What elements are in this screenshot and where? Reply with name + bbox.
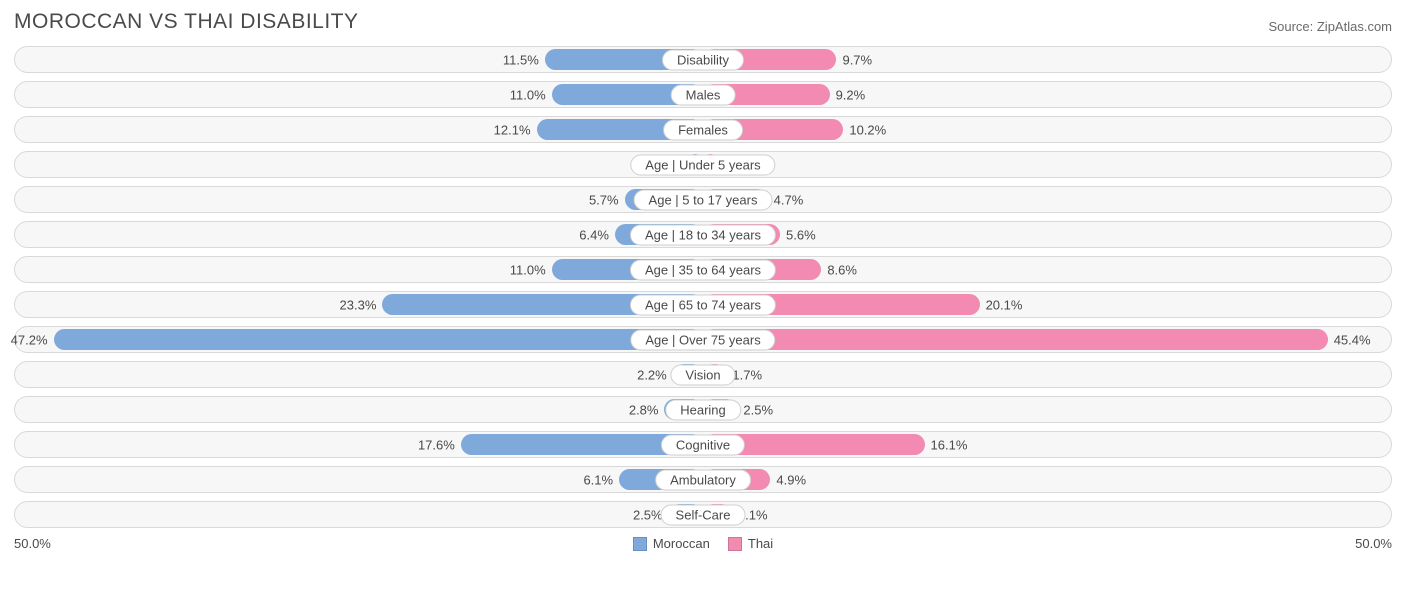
chart-row: 6.1% 4.9% Ambulatory — [14, 466, 1392, 493]
chart-row: 23.3% 20.1% Age | 65 to 74 years — [14, 291, 1392, 318]
category-label: Self-Care — [661, 504, 746, 525]
category-label: Males — [671, 84, 736, 105]
value-label-right: 2.5% — [743, 402, 773, 417]
chart-row: 11.0% 8.6% Age | 35 to 64 years — [14, 256, 1392, 283]
category-label: Age | 35 to 64 years — [630, 259, 776, 280]
value-label-right: 20.1% — [986, 297, 1023, 312]
value-label-left: 2.8% — [629, 402, 659, 417]
value-label-right: 4.9% — [776, 472, 806, 487]
value-label-left: 11.5% — [503, 52, 539, 67]
chart-row: 6.4% 5.6% Age | 18 to 34 years — [14, 221, 1392, 248]
category-label: Ambulatory — [655, 469, 751, 490]
category-label: Cognitive — [661, 434, 745, 455]
category-label: Age | Over 75 years — [630, 329, 775, 350]
value-label-right: 45.4% — [1334, 332, 1371, 347]
bar-left — [54, 329, 703, 350]
chart-row: 2.8% 2.5%Hearing — [14, 396, 1392, 423]
value-label-right: 8.6% — [827, 262, 857, 277]
legend-item-right: Thai — [728, 536, 773, 551]
chart-row: 2.5%2.1%Self-Care — [14, 501, 1392, 528]
value-label-left: 2.2% — [637, 367, 667, 382]
legend-item-left: Moroccan — [633, 536, 710, 551]
axis-max-right: 50.0% — [1332, 536, 1392, 551]
legend-label-left: Moroccan — [653, 536, 710, 551]
value-label-left: 6.1% — [583, 472, 613, 487]
value-label-left: 6.4% — [579, 227, 609, 242]
legend-label-right: Thai — [748, 536, 773, 551]
bar-right — [703, 329, 1328, 350]
value-label-right: 9.7% — [842, 52, 872, 67]
value-label-left: 17.6% — [418, 437, 455, 452]
value-label-left: 5.7% — [589, 192, 619, 207]
chart-row: 47.2% 45.4% Age | Over 75 years — [14, 326, 1392, 353]
chart-row: 12.1% 10.2% Females — [14, 116, 1392, 143]
value-label-right: 5.6% — [786, 227, 816, 242]
value-label-left: 11.0% — [510, 262, 546, 277]
category-label: Disability — [662, 49, 744, 70]
value-label-left: 47.2% — [11, 332, 48, 347]
axis-max-left: 50.0% — [14, 536, 74, 551]
chart-legend: Moroccan Thai — [74, 536, 1332, 551]
value-label-right: 9.2% — [836, 87, 866, 102]
value-label-left: 11.0% — [510, 87, 546, 102]
category-label: Hearing — [665, 399, 741, 420]
chart-row: 1.2%1.1%Age | Under 5 years — [14, 151, 1392, 178]
value-label-left: 12.1% — [494, 122, 531, 137]
chart-row: 2.2% 1.7%Vision — [14, 361, 1392, 388]
chart-row: 11.0% 9.2% Males — [14, 81, 1392, 108]
value-label-left: 23.3% — [340, 297, 377, 312]
chart-footer: 50.0% Moroccan Thai 50.0% — [14, 536, 1392, 551]
chart-title: MOROCCAN VS THAI DISABILITY — [14, 10, 359, 34]
category-label: Females — [663, 119, 743, 140]
chart-row: 11.5% 9.7% Disability — [14, 46, 1392, 73]
value-label-right: 4.7% — [774, 192, 804, 207]
category-label: Age | 5 to 17 years — [634, 189, 773, 210]
chart-row: 5.7% 4.7%Age | 5 to 17 years — [14, 186, 1392, 213]
category-label: Age | 18 to 34 years — [630, 224, 776, 245]
diverging-bar-chart: 11.5% 9.7% Disability 11.0% 9.2% Males 12.1% 10… — [14, 46, 1392, 528]
category-label: Age | Under 5 years — [630, 154, 775, 175]
value-label-left: 2.5% — [633, 507, 663, 522]
value-label-right: 10.2% — [849, 122, 886, 137]
legend-swatch-left — [633, 537, 647, 551]
value-label-right: 1.7% — [732, 367, 762, 382]
category-label: Age | 65 to 74 years — [630, 294, 776, 315]
chart-row: 17.6% 16.1% Cognitive — [14, 431, 1392, 458]
chart-source: Source: ZipAtlas.com — [1268, 19, 1392, 34]
legend-swatch-right — [728, 537, 742, 551]
category-label: Vision — [670, 364, 735, 385]
chart-header: MOROCCAN VS THAI DISABILITY Source: ZipA… — [14, 10, 1392, 34]
value-label-right: 16.1% — [931, 437, 968, 452]
